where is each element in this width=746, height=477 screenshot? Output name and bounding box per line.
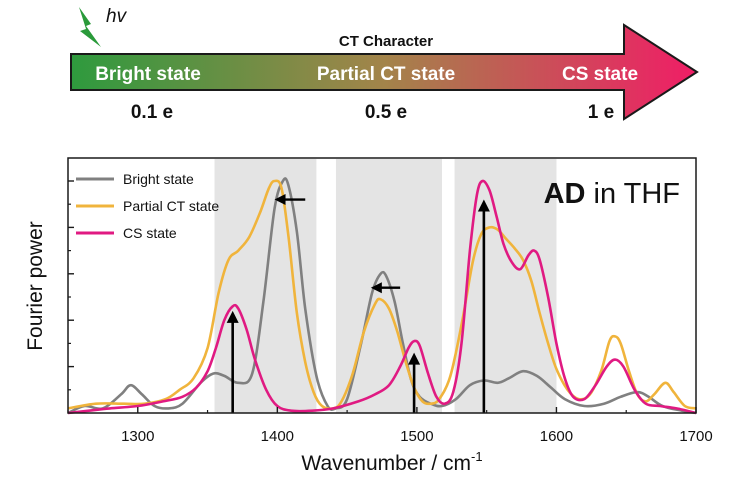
y-axis-label: Fourier power [24, 221, 47, 351]
series-line-cs-state [67, 179, 697, 415]
excitation-label: hv [106, 6, 128, 27]
legend-label-partial-ct-state: Partial CT state [123, 198, 219, 214]
shift-arrow-head-2 [370, 282, 382, 294]
legend-label-bright-state: Bright state [123, 171, 194, 187]
series-line-bright-state [67, 177, 697, 415]
ct-character-label: CT Character [339, 33, 433, 50]
spectra-series [67, 177, 697, 415]
x-tick-label-1600: 1600 [540, 428, 573, 445]
charge-label-bright: 0.1 e [131, 102, 173, 123]
charge-label-partial-ct: 0.5 e [365, 102, 407, 123]
ct-character-header: hv CT Character Bright state Partial CT … [70, 6, 699, 123]
sample-annotation: AD in THF [544, 178, 680, 210]
state-label-partial-ct: Partial CT state [317, 64, 455, 85]
annotation-arrows [226, 194, 490, 413]
plot-frame [67, 157, 697, 414]
ct-gradient-arrow [70, 23, 699, 121]
charge-label-cs: 1 e [588, 102, 614, 123]
lightning-icon [79, 7, 101, 47]
up-arrow-head-3 [477, 199, 490, 212]
x-tick-label-1500: 1500 [400, 428, 433, 445]
shift-arrow-head-1 [274, 194, 286, 206]
axis-ticks: 1300 1400 1500 1600 1700 [67, 180, 713, 445]
x-tick-label-1400: 1400 [261, 428, 294, 445]
legend-label-cs-state: CS state [123, 225, 177, 241]
series-line-partial-ct-state [67, 179, 697, 410]
legend: Bright state Partial CT state CS state [76, 171, 219, 241]
x-tick-label-1700: 1700 [679, 428, 712, 445]
up-arrow-head-2 [408, 352, 421, 365]
up-arrow-head-1 [226, 310, 239, 323]
state-label-bright: Bright state [95, 64, 201, 85]
x-axis-label: Wavenumber / cm-1 [301, 449, 482, 475]
state-label-cs: CS state [562, 64, 638, 85]
x-tick-label-1300: 1300 [121, 428, 154, 445]
shaded-region-3 [454, 159, 557, 413]
